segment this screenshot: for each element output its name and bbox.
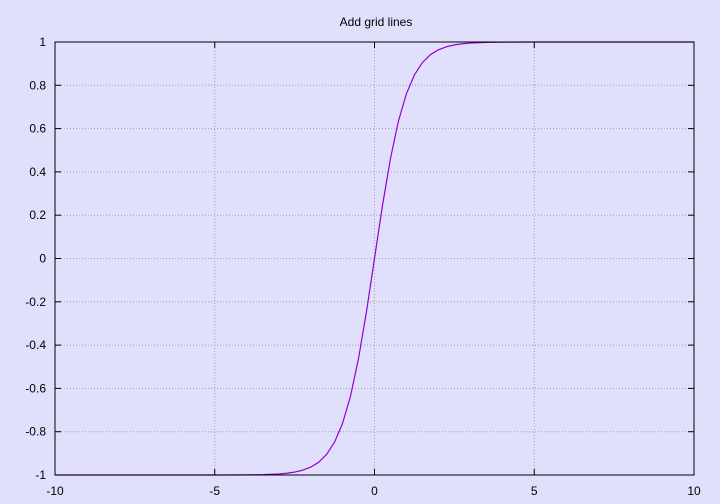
x-tick-label: 0	[371, 484, 378, 498]
y-tick-label: 0	[39, 252, 46, 266]
y-tick-label: 0.8	[29, 78, 46, 92]
tick-layer: -10 -5 0 5 10 -1 -0.8 -0.6 -0.4 -0.2 0 0.2 0.4 0.6 0.8…	[25, 35, 701, 498]
x-tick-label: -10	[46, 484, 64, 498]
y-tick-label: -0.2	[25, 295, 46, 309]
y-tick-label: -0.8	[25, 425, 46, 439]
y-tick-label: 0.6	[29, 122, 46, 136]
y-tick-label: 1	[39, 35, 46, 49]
x-tick-label: 5	[531, 484, 538, 498]
y-tick-label: 0.2	[29, 208, 46, 222]
x-tick-label: 10	[687, 484, 701, 498]
y-tick-label: -0.4	[25, 338, 46, 352]
y-tick-label: 0.4	[29, 165, 46, 179]
x-tick-label: -5	[209, 484, 220, 498]
y-tick-label: -1	[35, 468, 46, 482]
chart-title: Add grid lines	[340, 15, 413, 29]
y-tick-label: -0.6	[25, 381, 46, 395]
